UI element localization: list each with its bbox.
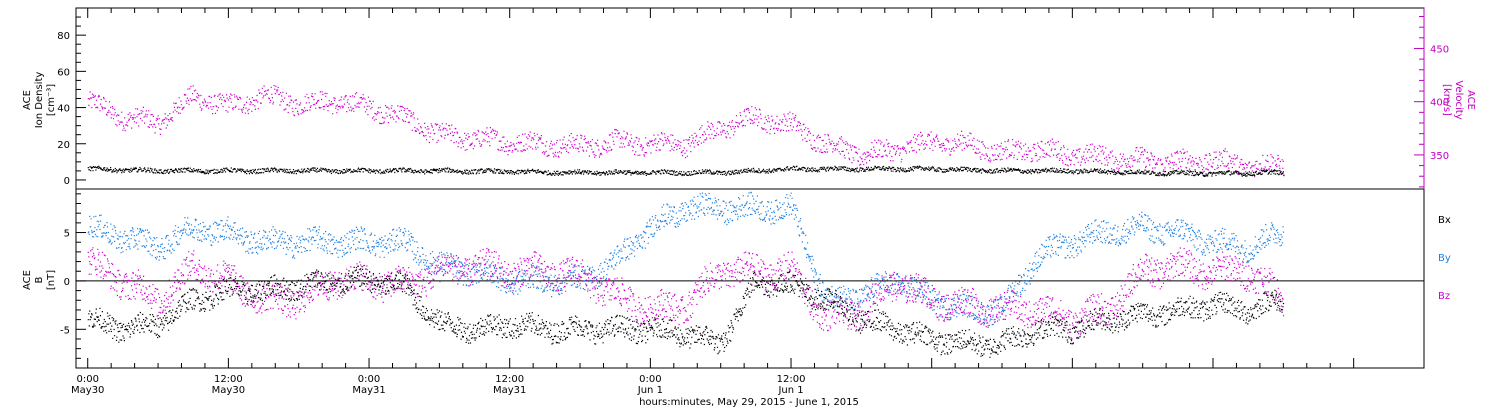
bottom-axis-title: ACE B [nT] [22,270,57,290]
x-axis-title: hours:minutes, May 29, 2015 - June 1, 20… [639,397,859,408]
bottom-y-tick-label: 0 [64,277,70,288]
top-y-tick-label: 60 [57,67,70,78]
x-tick-label-date: May30 [212,385,245,396]
top-left-axis-title: ACE Ion Density [cm⁻³] [22,72,57,129]
right-y-tick-label: 450 [1430,44,1449,55]
top-left-ylabel-line-2: Ion Density [34,72,45,129]
top-left-ylabel-line-3: [cm⁻³] [46,84,57,116]
frame-layer [75,7,1425,369]
x-tick-label-date: Jun 1 [637,385,663,396]
bottom-ylabel-line-2: B [34,276,45,283]
top-right-ylabel-line-2: Velocity [1453,80,1464,119]
velocity-points [87,84,1285,178]
axes-layer: 020406080350400450-5050:00May3012:00May3… [57,7,1449,396]
bottom-ylabel-line-3: [nT] [46,270,57,290]
top-y-tick-label: 80 [57,31,70,42]
legend-bz: Bz [1438,291,1450,302]
bottom-y-tick-label: -5 [60,325,70,336]
x-tick-label-date: May31 [352,385,385,396]
density-points [87,165,1285,177]
x-tick-label-time: 0:00 [639,374,661,385]
right-y-tick-label: 400 [1430,98,1449,109]
points-layer [87,84,1285,358]
x-tick-label-time: 0:00 [358,374,380,385]
legend-bx: Bx [1438,215,1451,226]
bz-points [87,247,1285,340]
x-tick-label-date: May31 [493,385,526,396]
top-y-tick-label: 20 [57,140,70,151]
x-tick-label-date: Jun 1 [777,385,803,396]
bottom-y-tick-label: 5 [64,229,70,240]
bx-points [87,265,1285,358]
x-tick-label-time: 0:00 [76,374,98,385]
by-points [87,191,1285,327]
top-left-ylabel-line-1: ACE [22,90,33,110]
bottom-ylabel-line-1: ACE [22,270,33,290]
top-right-axis-title: ACE Velocity [km/s] [1441,80,1476,119]
top-right-ylabel-line-3: [km/s] [1441,84,1452,116]
x-tick-label-date: May30 [71,385,104,396]
right-y-tick-label: 350 [1430,151,1449,162]
top-y-tick-label: 40 [57,104,70,115]
x-tick-label-time: 12:00 [495,374,524,385]
top-right-ylabel-line-1: ACE [1465,90,1476,110]
x-tick-label-time: 12:00 [777,374,806,385]
legend-by: By [1438,253,1451,264]
bottom-panel-frame [75,188,1425,369]
top-y-tick-label: 0 [64,176,70,187]
x-tick-label-time: 12:00 [214,374,243,385]
